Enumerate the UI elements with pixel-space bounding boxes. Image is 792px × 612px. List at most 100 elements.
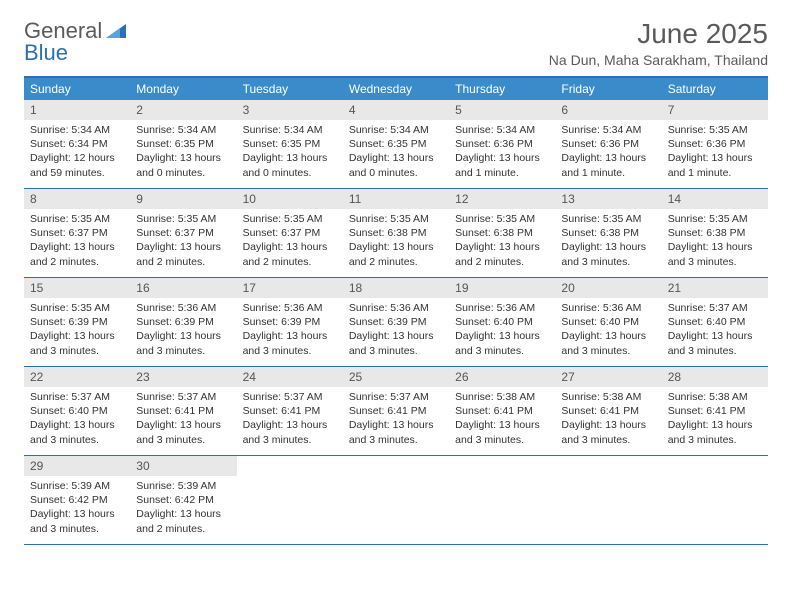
sunrise-text: Sunrise: 5:37 AM: [668, 301, 762, 315]
day-cell: 26Sunrise: 5:38 AMSunset: 6:41 PMDayligh…: [449, 367, 555, 455]
day-cell: 24Sunrise: 5:37 AMSunset: 6:41 PMDayligh…: [237, 367, 343, 455]
day-number: 16: [130, 278, 236, 298]
daylight-text: Daylight: 13 hours and 2 minutes.: [136, 507, 230, 535]
day-number: 21: [662, 278, 768, 298]
sunset-text: Sunset: 6:34 PM: [30, 137, 124, 151]
day-number: 25: [343, 367, 449, 387]
daylight-text: Daylight: 13 hours and 0 minutes.: [243, 151, 337, 179]
day-header-wednesday: Wednesday: [343, 78, 449, 100]
daylight-text: Daylight: 13 hours and 3 minutes.: [561, 329, 655, 357]
sunset-text: Sunset: 6:38 PM: [455, 226, 549, 240]
sunrise-text: Sunrise: 5:35 AM: [136, 212, 230, 226]
day-cell: 2Sunrise: 5:34 AMSunset: 6:35 PMDaylight…: [130, 100, 236, 188]
title-block: June 2025 Na Dun, Maha Sarakham, Thailan…: [549, 18, 768, 68]
day-number: 29: [24, 456, 130, 476]
day-number: 20: [555, 278, 661, 298]
day-cell: 3Sunrise: 5:34 AMSunset: 6:35 PMDaylight…: [237, 100, 343, 188]
day-details: Sunrise: 5:35 AMSunset: 6:37 PMDaylight:…: [237, 209, 343, 272]
day-details: Sunrise: 5:35 AMSunset: 6:37 PMDaylight:…: [130, 209, 236, 272]
day-details: Sunrise: 5:34 AMSunset: 6:36 PMDaylight:…: [449, 120, 555, 183]
sunset-text: Sunset: 6:36 PM: [561, 137, 655, 151]
day-number: 23: [130, 367, 236, 387]
sunrise-text: Sunrise: 5:35 AM: [561, 212, 655, 226]
sunrise-text: Sunrise: 5:34 AM: [136, 123, 230, 137]
day-details: Sunrise: 5:37 AMSunset: 6:41 PMDaylight:…: [130, 387, 236, 450]
day-cell: [449, 456, 555, 544]
day-details: Sunrise: 5:36 AMSunset: 6:39 PMDaylight:…: [130, 298, 236, 361]
day-details: Sunrise: 5:35 AMSunset: 6:36 PMDaylight:…: [662, 120, 768, 183]
sunset-text: Sunset: 6:35 PM: [349, 137, 443, 151]
week-row: 15Sunrise: 5:35 AMSunset: 6:39 PMDayligh…: [24, 278, 768, 367]
sunset-text: Sunset: 6:38 PM: [349, 226, 443, 240]
day-cell: 7Sunrise: 5:35 AMSunset: 6:36 PMDaylight…: [662, 100, 768, 188]
sunset-text: Sunset: 6:37 PM: [243, 226, 337, 240]
day-cell: 10Sunrise: 5:35 AMSunset: 6:37 PMDayligh…: [237, 189, 343, 277]
daylight-text: Daylight: 13 hours and 3 minutes.: [668, 418, 762, 446]
sunset-text: Sunset: 6:42 PM: [30, 493, 124, 507]
day-header-monday: Monday: [130, 78, 236, 100]
day-cell: 15Sunrise: 5:35 AMSunset: 6:39 PMDayligh…: [24, 278, 130, 366]
daylight-text: Daylight: 13 hours and 3 minutes.: [455, 418, 549, 446]
sunset-text: Sunset: 6:41 PM: [349, 404, 443, 418]
day-cell: 22Sunrise: 5:37 AMSunset: 6:40 PMDayligh…: [24, 367, 130, 455]
day-cell: [237, 456, 343, 544]
daylight-text: Daylight: 13 hours and 3 minutes.: [561, 418, 655, 446]
day-details: Sunrise: 5:36 AMSunset: 6:39 PMDaylight:…: [343, 298, 449, 361]
day-cell: 21Sunrise: 5:37 AMSunset: 6:40 PMDayligh…: [662, 278, 768, 366]
daylight-text: Daylight: 13 hours and 3 minutes.: [30, 507, 124, 535]
day-cell: 12Sunrise: 5:35 AMSunset: 6:38 PMDayligh…: [449, 189, 555, 277]
day-details: Sunrise: 5:36 AMSunset: 6:39 PMDaylight:…: [237, 298, 343, 361]
daylight-text: Daylight: 13 hours and 2 minutes.: [136, 240, 230, 268]
header: General June 2025 Na Dun, Maha Sarakham,…: [24, 18, 768, 68]
sunset-text: Sunset: 6:37 PM: [136, 226, 230, 240]
day-number: 10: [237, 189, 343, 209]
day-cell: 16Sunrise: 5:36 AMSunset: 6:39 PMDayligh…: [130, 278, 236, 366]
sunset-text: Sunset: 6:39 PM: [243, 315, 337, 329]
sunset-text: Sunset: 6:41 PM: [668, 404, 762, 418]
daylight-text: Daylight: 13 hours and 3 minutes.: [668, 240, 762, 268]
day-cell: 23Sunrise: 5:37 AMSunset: 6:41 PMDayligh…: [130, 367, 236, 455]
sunset-text: Sunset: 6:37 PM: [30, 226, 124, 240]
day-number: 1: [24, 100, 130, 120]
logo-text-2: Blue: [24, 40, 68, 66]
sunrise-text: Sunrise: 5:35 AM: [349, 212, 443, 226]
daylight-text: Daylight: 12 hours and 59 minutes.: [30, 151, 124, 179]
daylight-text: Daylight: 13 hours and 3 minutes.: [349, 329, 443, 357]
sunrise-text: Sunrise: 5:35 AM: [668, 123, 762, 137]
daylight-text: Daylight: 13 hours and 3 minutes.: [668, 329, 762, 357]
daylight-text: Daylight: 13 hours and 3 minutes.: [30, 418, 124, 446]
sunrise-text: Sunrise: 5:39 AM: [30, 479, 124, 493]
sunset-text: Sunset: 6:41 PM: [561, 404, 655, 418]
sunset-text: Sunset: 6:41 PM: [243, 404, 337, 418]
day-details: Sunrise: 5:38 AMSunset: 6:41 PMDaylight:…: [555, 387, 661, 450]
day-cell: [662, 456, 768, 544]
day-cell: 19Sunrise: 5:36 AMSunset: 6:40 PMDayligh…: [449, 278, 555, 366]
sunrise-text: Sunrise: 5:34 AM: [561, 123, 655, 137]
daylight-text: Daylight: 13 hours and 2 minutes.: [455, 240, 549, 268]
sunset-text: Sunset: 6:39 PM: [30, 315, 124, 329]
weeks-container: 1Sunrise: 5:34 AMSunset: 6:34 PMDaylight…: [24, 100, 768, 545]
page-title: June 2025: [549, 18, 768, 50]
day-cell: 1Sunrise: 5:34 AMSunset: 6:34 PMDaylight…: [24, 100, 130, 188]
daylight-text: Daylight: 13 hours and 2 minutes.: [30, 240, 124, 268]
logo-triangle-icon: [106, 18, 126, 44]
daylight-text: Daylight: 13 hours and 1 minute.: [455, 151, 549, 179]
day-cell: 9Sunrise: 5:35 AMSunset: 6:37 PMDaylight…: [130, 189, 236, 277]
day-number: 5: [449, 100, 555, 120]
daylight-text: Daylight: 13 hours and 3 minutes.: [243, 329, 337, 357]
day-details: Sunrise: 5:37 AMSunset: 6:40 PMDaylight:…: [24, 387, 130, 450]
daylight-text: Daylight: 13 hours and 2 minutes.: [243, 240, 337, 268]
day-details: Sunrise: 5:39 AMSunset: 6:42 PMDaylight:…: [24, 476, 130, 539]
daylight-text: Daylight: 13 hours and 3 minutes.: [455, 329, 549, 357]
sunrise-text: Sunrise: 5:34 AM: [455, 123, 549, 137]
sunset-text: Sunset: 6:40 PM: [561, 315, 655, 329]
daylight-text: Daylight: 13 hours and 1 minute.: [561, 151, 655, 179]
sunset-text: Sunset: 6:39 PM: [136, 315, 230, 329]
day-number: 11: [343, 189, 449, 209]
day-cell: 20Sunrise: 5:36 AMSunset: 6:40 PMDayligh…: [555, 278, 661, 366]
sunset-text: Sunset: 6:35 PM: [243, 137, 337, 151]
sunrise-text: Sunrise: 5:34 AM: [349, 123, 443, 137]
calendar: SundayMondayTuesdayWednesdayThursdayFrid…: [24, 76, 768, 545]
day-details: Sunrise: 5:35 AMSunset: 6:38 PMDaylight:…: [449, 209, 555, 272]
daylight-text: Daylight: 13 hours and 0 minutes.: [136, 151, 230, 179]
